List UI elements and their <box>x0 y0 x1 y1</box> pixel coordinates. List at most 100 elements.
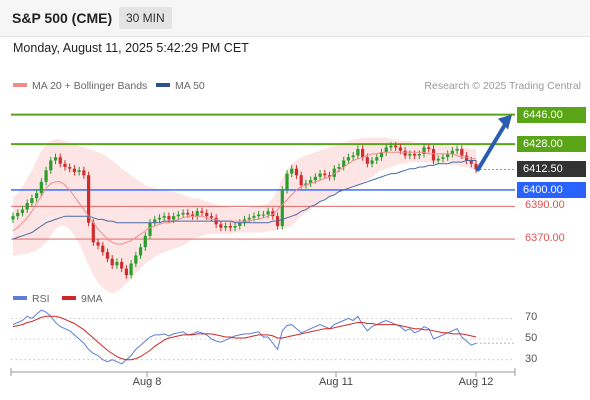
candle-body <box>96 242 100 246</box>
candle <box>39 178 43 197</box>
candle-body <box>398 147 403 151</box>
candle-body <box>257 214 261 217</box>
candle <box>379 148 384 161</box>
candle-body <box>294 168 299 176</box>
rsi-line <box>12 309 477 365</box>
x-tick-label: Aug 8 <box>132 376 162 388</box>
legend-rsi-label: RSI <box>32 293 50 305</box>
candle <box>271 207 275 220</box>
candle <box>441 153 445 163</box>
candle <box>356 145 360 160</box>
datetime-label: Monday, August 11, 2025 5:42:29 PM CET <box>13 41 249 55</box>
candle-body <box>44 170 48 182</box>
legend-swatch <box>13 296 27 301</box>
ma20-line <box>12 151 476 245</box>
candle <box>96 238 100 250</box>
candle <box>181 209 185 219</box>
candle <box>86 171 91 227</box>
candle <box>285 169 289 194</box>
candle-body <box>167 216 171 220</box>
candle <box>427 143 431 153</box>
candle <box>115 258 119 269</box>
candle <box>134 251 138 268</box>
forecast-arrow-shaft <box>476 117 510 172</box>
candle-body <box>115 261 119 266</box>
bollinger-bands <box>13 137 476 294</box>
candle <box>120 258 124 273</box>
price-tag-6400.00: 6400.00 <box>517 181 586 198</box>
chart-header: S&P 500 (CME) 30 MIN <box>0 0 590 37</box>
candle <box>53 153 58 165</box>
candle-body <box>72 168 77 172</box>
candle <box>11 212 15 224</box>
candle <box>209 212 214 222</box>
candle <box>346 153 351 165</box>
candle-body <box>205 212 209 217</box>
candle-body <box>39 181 43 194</box>
legend-swatch <box>156 83 170 88</box>
candle-body <box>327 175 332 177</box>
candle-body <box>313 176 317 181</box>
legend-ma50: MA 50 <box>156 80 205 92</box>
candle-body <box>129 263 133 276</box>
rsi-tick-label: 70 <box>525 311 538 324</box>
candle-body <box>365 157 369 164</box>
candle-body <box>323 173 327 176</box>
candle <box>455 145 459 155</box>
candle <box>384 143 388 156</box>
price-tag-6412.50: 6412.50 <box>517 161 586 178</box>
candle <box>464 151 469 165</box>
candle-body <box>138 247 143 256</box>
candle <box>446 150 450 161</box>
candle-body <box>342 160 346 168</box>
candle <box>49 156 53 174</box>
candle <box>20 206 25 217</box>
forecast-arrow-head <box>498 114 512 130</box>
candle-body <box>124 268 128 276</box>
candle <box>157 214 162 224</box>
candle-body <box>181 212 185 215</box>
candle-body <box>455 149 459 151</box>
candle-body <box>16 212 20 217</box>
candle-body <box>422 147 426 154</box>
candle <box>294 165 299 179</box>
candle-body <box>309 180 313 184</box>
candle <box>431 145 436 165</box>
legend-ma50-label: MA 50 <box>175 80 205 92</box>
candle-body <box>35 193 39 199</box>
candle-body <box>436 158 440 161</box>
legend-bollinger-label: MA 20 + Bollinger Bands <box>32 80 148 92</box>
candle <box>304 179 308 189</box>
candle-body <box>285 173 289 190</box>
candle <box>176 210 180 220</box>
legend-swatch <box>13 83 27 88</box>
candle-body <box>337 167 341 169</box>
candle-body <box>389 145 393 148</box>
credit-label: Research © 2025 Trading Central <box>424 80 581 92</box>
candle-body <box>162 216 166 218</box>
legend-rsi: RSI <box>13 293 50 305</box>
candle-body <box>190 214 195 217</box>
candle <box>332 165 336 181</box>
candle <box>30 194 34 207</box>
candle-body <box>403 150 407 156</box>
candle <box>44 166 48 186</box>
candle-body <box>209 216 214 218</box>
candle <box>25 199 29 214</box>
candle <box>105 248 110 263</box>
rsi-tick-label: 30 <box>525 352 538 365</box>
candle-body <box>361 149 365 158</box>
timeframe-button[interactable]: 30 MIN <box>119 7 172 29</box>
x-axis <box>10 368 516 377</box>
candle-body <box>375 157 379 161</box>
candle <box>200 207 204 217</box>
candle <box>77 166 81 176</box>
candle-body <box>412 153 417 156</box>
candle <box>138 243 143 260</box>
level-lines <box>11 113 515 240</box>
candle <box>436 155 440 165</box>
candle <box>58 153 62 168</box>
ma50-line <box>12 160 476 240</box>
candle <box>68 163 72 173</box>
